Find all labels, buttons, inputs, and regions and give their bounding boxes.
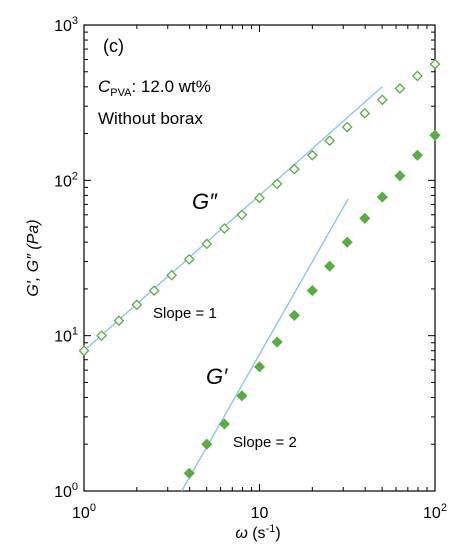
g-prime-marker [411,149,423,161]
g-double-prime-marker [376,94,388,106]
g-double-prime-marker [96,330,108,342]
y-tick-label: 103 [54,15,78,35]
g-double-prime-marker [131,299,143,311]
g-double-prime-marker [166,269,178,281]
g-prime-marker [218,418,230,430]
panel-label: (c) [103,36,124,56]
y-tick-label: 101 [54,326,78,346]
cpva-symbol: C [98,77,111,96]
g-double-prime-marker [341,121,353,133]
g-prime-marker [288,309,300,321]
g-double-prime-marker [218,223,230,234]
g-prime-marker [306,285,318,297]
x-tick-label: 102 [423,502,447,522]
x-axis-unit: (s [248,525,266,542]
g-prime-marker [253,361,266,373]
g-prime-marker [429,129,441,141]
slope-2-label: Slope = 2 [233,434,297,451]
g-prime-marker [324,260,336,272]
g-double-prime-marker [306,149,318,161]
condition-label: Without borax [98,109,203,128]
g-prime-marker [236,390,248,402]
cpva-subscript: PVA [110,87,132,99]
g-double-prime-marker [288,163,300,175]
x-axis-title: ω (s-1) [235,523,280,542]
g-double-prime-marker [271,178,283,190]
g-prime-marker [183,467,195,479]
g-double-prime-marker [113,315,125,327]
g-double-prime-marker [148,285,160,297]
x-axis-symbol: ω [235,525,247,542]
tick-labels: 100 10 102 100 101 102 103 [54,15,447,522]
y-tick-label: 100 [54,481,78,501]
g-prime-marker [394,170,406,182]
cpva-value: : 12.0 wt% [131,77,210,96]
g-prime-marker [271,336,283,348]
g-prime-label: G′ [206,364,228,389]
g-double-prime-marker [78,345,90,357]
g-double-prime-marker [359,107,371,119]
g-double-prime-marker [411,70,423,82]
y-tick-label: 102 [54,170,78,190]
x-axis-unit-close: ) [275,525,280,542]
g-double-prime-marker [324,135,336,147]
x-tick-label: 10 [251,505,269,522]
slope-1-label: Slope = 1 [153,305,217,322]
x-axis-unit-sup: -1 [266,523,276,535]
concentration-label: CPVA: 12.0 wt% [98,77,211,99]
axis-ticks [83,24,436,492]
y-axis-title: G′, G″ (Pa) [25,219,42,296]
g-double-prime-label: G″ [192,189,218,214]
g-double-prime-marker [201,238,213,250]
g-prime-marker [201,438,213,450]
g-double-prime-marker [254,192,265,204]
g-prime-marker [359,212,371,224]
g-double-prime-marker [429,58,441,70]
data-markers [78,58,441,479]
x-tick-label: 100 [72,502,96,522]
g-prime-marker [376,191,388,203]
g-prime-marker [341,236,353,248]
g-double-prime-marker [394,83,406,94]
g-double-prime-marker [183,253,195,265]
g-double-prime-marker [236,209,248,221]
